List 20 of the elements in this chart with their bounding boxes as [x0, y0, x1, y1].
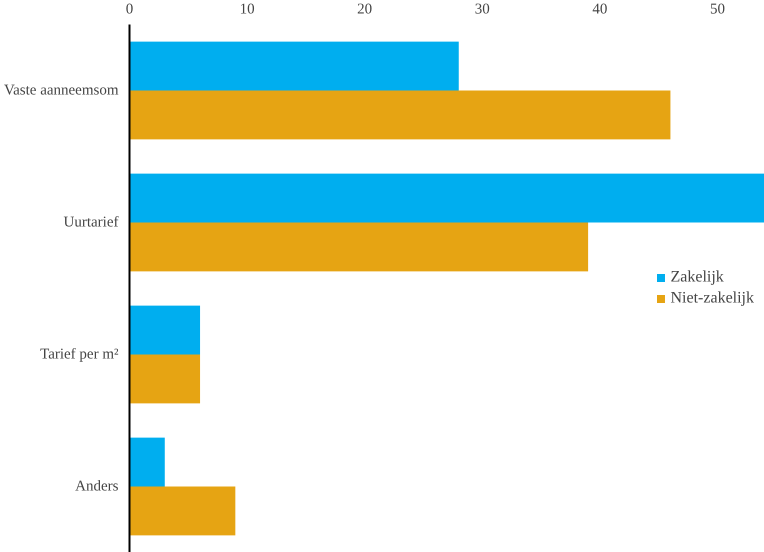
legend-label: Zakelijk	[670, 268, 724, 286]
bar	[130, 354, 200, 404]
y-tick-label: Vaste aanneemsom	[4, 82, 119, 98]
legend-label: Niet-zakelijk	[670, 290, 754, 308]
y-tick-label: Uurtarief	[64, 214, 119, 230]
bar	[130, 90, 670, 140]
bar	[130, 438, 165, 486]
bar	[130, 306, 200, 354]
bar	[130, 222, 588, 272]
x-tick-label: 20	[357, 2, 372, 18]
bar	[130, 42, 459, 90]
x-tick-label: 0	[126, 2, 134, 18]
y-tick-label: Anders	[75, 478, 119, 494]
x-tick-label: 10	[240, 2, 255, 18]
bar	[130, 486, 236, 536]
bar	[130, 174, 764, 222]
x-tick-label: 40	[592, 2, 608, 18]
y-tick-label: Tarief per m²	[40, 346, 120, 362]
x-tick-label: 30	[474, 2, 490, 18]
x-tick-label: 50	[710, 2, 725, 18]
